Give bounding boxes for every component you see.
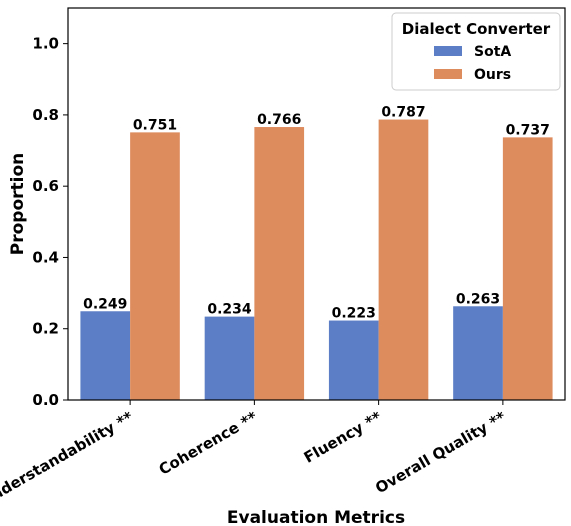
- value-label-sota-2: 0.234: [207, 302, 252, 318]
- x-tick-label-3: Fluency **: [301, 408, 385, 467]
- x-tick-label-2: Coherence **: [156, 408, 261, 479]
- y-tick-label: 0.0: [32, 391, 59, 409]
- value-label-sota-3: 0.223: [332, 306, 376, 322]
- value-label-ours-3: 0.787: [381, 105, 425, 121]
- bar-sota-2: [204, 316, 255, 400]
- legend-label-ours: Ours: [474, 67, 511, 83]
- value-label-sota-4: 0.263: [456, 291, 500, 307]
- plot-frame: [67, 7, 566, 401]
- value-label-sota-1: 0.249: [83, 296, 127, 312]
- legend-swatch-ours: [434, 69, 462, 79]
- value-label-ours-2: 0.766: [257, 112, 301, 128]
- bar-sota-1: [80, 311, 131, 400]
- y-tick-label: 1.0: [32, 35, 59, 53]
- legend-title: Dialect Converter: [402, 20, 551, 38]
- bar-sota-4: [453, 306, 503, 400]
- bar-sota-3: [328, 320, 379, 400]
- bar-ours-3: [378, 119, 429, 401]
- bar-ours-1: [130, 132, 180, 400]
- y-tick-label: 0.4: [32, 248, 59, 266]
- bar-ours-4: [502, 137, 553, 401]
- bar-ours-2: [254, 127, 305, 400]
- y-axis-title: Proportion: [8, 153, 28, 256]
- legend: Dialect Converter SotA Ours: [391, 12, 561, 91]
- legend-label-sota: SotA: [474, 44, 511, 60]
- y-tick-label: 0.8: [32, 106, 59, 124]
- value-label-ours-4: 0.737: [506, 122, 550, 138]
- value-labels: 0.249 0.751 0.234 0.766 0.223 0.787 0.263 0.737: [83, 105, 550, 322]
- legend-swatch-sota: [434, 46, 462, 56]
- value-label-ours-1: 0.751: [133, 117, 177, 133]
- y-axis-ticks: 0.0 0.2 0.4 0.6 0.8 1.0: [32, 35, 68, 409]
- x-tick-label-4: Overall Quality **: [372, 408, 509, 497]
- x-axis-ticks: Understandability ** Coherence ** Fluency …: [0, 400, 509, 510]
- y-tick-label: 0.6: [32, 177, 59, 195]
- y-tick-label: 0.2: [32, 320, 59, 338]
- x-tick-label-1: Understandability **: [0, 408, 136, 510]
- bars: [80, 119, 553, 401]
- x-axis-title: Evaluation Metrics: [227, 508, 405, 526]
